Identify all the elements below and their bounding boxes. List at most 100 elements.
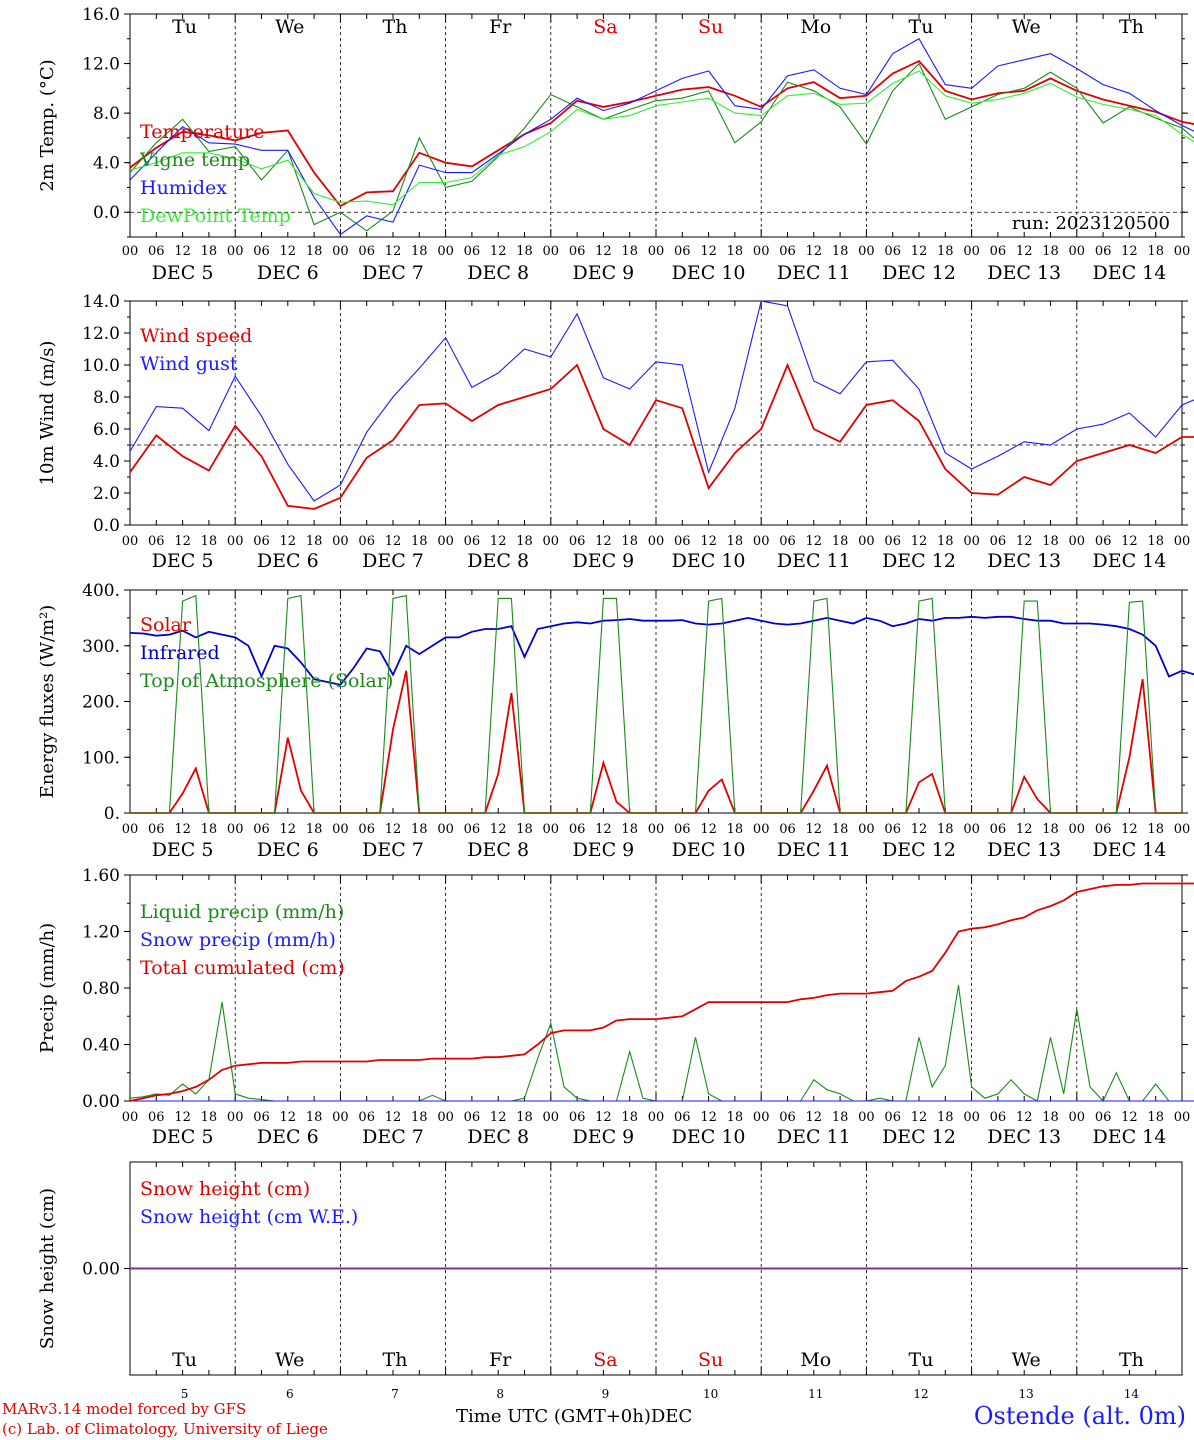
hour-label: 00 — [1069, 822, 1086, 837]
hour-label: 00 — [963, 244, 980, 259]
hour-label: 12 — [385, 244, 402, 259]
series-humidex — [129, 38, 1194, 236]
hour-label: 18 — [727, 822, 744, 837]
hour-label: 12 — [1016, 822, 1033, 837]
series-infrared — [129, 615, 1194, 686]
y-tick-label: 2.0 — [93, 484, 120, 504]
y-tick-label: 100. — [82, 748, 120, 768]
day-name-label: Th — [1119, 1349, 1144, 1371]
hour-label: 06 — [990, 822, 1007, 837]
hour-label: 12 — [174, 244, 191, 259]
series-wind-gust — [129, 300, 1194, 502]
day-name-label: Su — [698, 1349, 723, 1371]
day-name-label: We — [1012, 16, 1041, 38]
hour-label: 06 — [779, 244, 796, 259]
y-tick-label: 14.0 — [82, 292, 120, 312]
hour-label: 00 — [332, 244, 349, 259]
hour-label: 18 — [1147, 822, 1164, 837]
legend-entry: Humidex — [140, 177, 227, 199]
hour-label: 06 — [148, 534, 165, 549]
hour-label: 06 — [148, 822, 165, 837]
hour-label: 06 — [674, 534, 691, 549]
hour-label: 00 — [1069, 244, 1086, 259]
date-label: DEC 12 — [882, 839, 956, 861]
legend-entry: Solar — [140, 614, 192, 636]
hour-label: 06 — [674, 822, 691, 837]
hour-label: 06 — [1095, 1110, 1112, 1125]
hour-label: 18 — [621, 534, 638, 549]
hour-label: 18 — [832, 534, 849, 549]
date-label: DEC 13 — [987, 1126, 1061, 1148]
hour-label: 18 — [201, 822, 218, 837]
hour-label: 00 — [437, 1110, 454, 1125]
y-tick-label: 1.60 — [82, 866, 120, 886]
hour-label: 12 — [490, 822, 507, 837]
hour-label: 06 — [569, 534, 586, 549]
hour-label: 00 — [543, 822, 560, 837]
hour-label: 06 — [464, 1110, 481, 1125]
day-number-label: 7 — [391, 1387, 399, 1401]
date-label: DEC 8 — [467, 1126, 529, 1148]
hour-label: 18 — [516, 822, 533, 837]
date-label: DEC 11 — [777, 262, 851, 284]
day-number-label: 6 — [286, 1387, 294, 1401]
hour-label: 18 — [727, 1110, 744, 1125]
day-name-label: Th — [383, 1349, 408, 1371]
hour-label: 12 — [385, 534, 402, 549]
hour-label: 00 — [1174, 534, 1191, 549]
hour-label: 06 — [884, 1110, 901, 1125]
hour-label: 12 — [490, 244, 507, 259]
hour-label: 06 — [884, 534, 901, 549]
hour-label: 18 — [621, 822, 638, 837]
hour-label: 18 — [411, 822, 428, 837]
date-label: DEC 11 — [777, 550, 851, 572]
y-tick-label: 0.00 — [82, 1092, 120, 1112]
hour-label: 06 — [779, 534, 796, 549]
hour-label: 06 — [569, 1110, 586, 1125]
run-label: run: 2023120500 — [1012, 213, 1170, 234]
day-number-label: 11 — [808, 1387, 823, 1401]
hour-label: 12 — [280, 244, 297, 259]
legend-entry: Snow precip (mm/h) — [140, 929, 336, 951]
hour-label: 18 — [1042, 534, 1059, 549]
hour-label: 00 — [858, 534, 875, 549]
date-label: DEC 6 — [257, 550, 319, 572]
day-number-label: 5 — [181, 1387, 189, 1401]
hour-label: 12 — [1121, 1110, 1138, 1125]
legend-entry: Snow height (cm) — [140, 1178, 310, 1200]
panel-frame — [129, 589, 1183, 814]
hour-label: 06 — [569, 244, 586, 259]
date-label: DEC 5 — [152, 1126, 214, 1148]
date-label: DEC 13 — [987, 262, 1061, 284]
hour-label: 12 — [595, 244, 612, 259]
hour-label: 18 — [1147, 1110, 1164, 1125]
hour-label: 12 — [911, 244, 928, 259]
model-credit-line: MARv3.14 model forced by GFS — [2, 1400, 247, 1418]
y-tick-label: 0.0 — [93, 516, 120, 536]
hour-label: 12 — [911, 1110, 928, 1125]
panel-frame — [129, 13, 1183, 238]
date-label: DEC 14 — [1092, 1126, 1166, 1148]
hour-label: 12 — [280, 1110, 297, 1125]
hour-label: 12 — [806, 1110, 823, 1125]
hour-label: 12 — [1121, 822, 1138, 837]
date-label: DEC 9 — [573, 550, 635, 572]
y-tick-label: 4.0 — [93, 154, 120, 174]
hour-label: 06 — [253, 1110, 270, 1125]
hour-label: 06 — [464, 534, 481, 549]
hour-label: 18 — [727, 244, 744, 259]
date-label: DEC 5 — [152, 839, 214, 861]
hour-label: 18 — [516, 534, 533, 549]
hour-label: 18 — [621, 1110, 638, 1125]
series-wind-speed — [129, 362, 1194, 510]
hour-label: 06 — [358, 822, 375, 837]
hour-label: 18 — [832, 822, 849, 837]
date-label: DEC 7 — [362, 839, 424, 861]
date-label: DEC 10 — [672, 550, 746, 572]
hour-label: 12 — [490, 534, 507, 549]
hour-label: 00 — [1174, 822, 1191, 837]
lab-credit-line: (c) Lab. of Climatology, University of L… — [2, 1420, 328, 1438]
hour-label: 12 — [911, 822, 928, 837]
hour-label: 06 — [148, 244, 165, 259]
hour-label: 00 — [858, 244, 875, 259]
